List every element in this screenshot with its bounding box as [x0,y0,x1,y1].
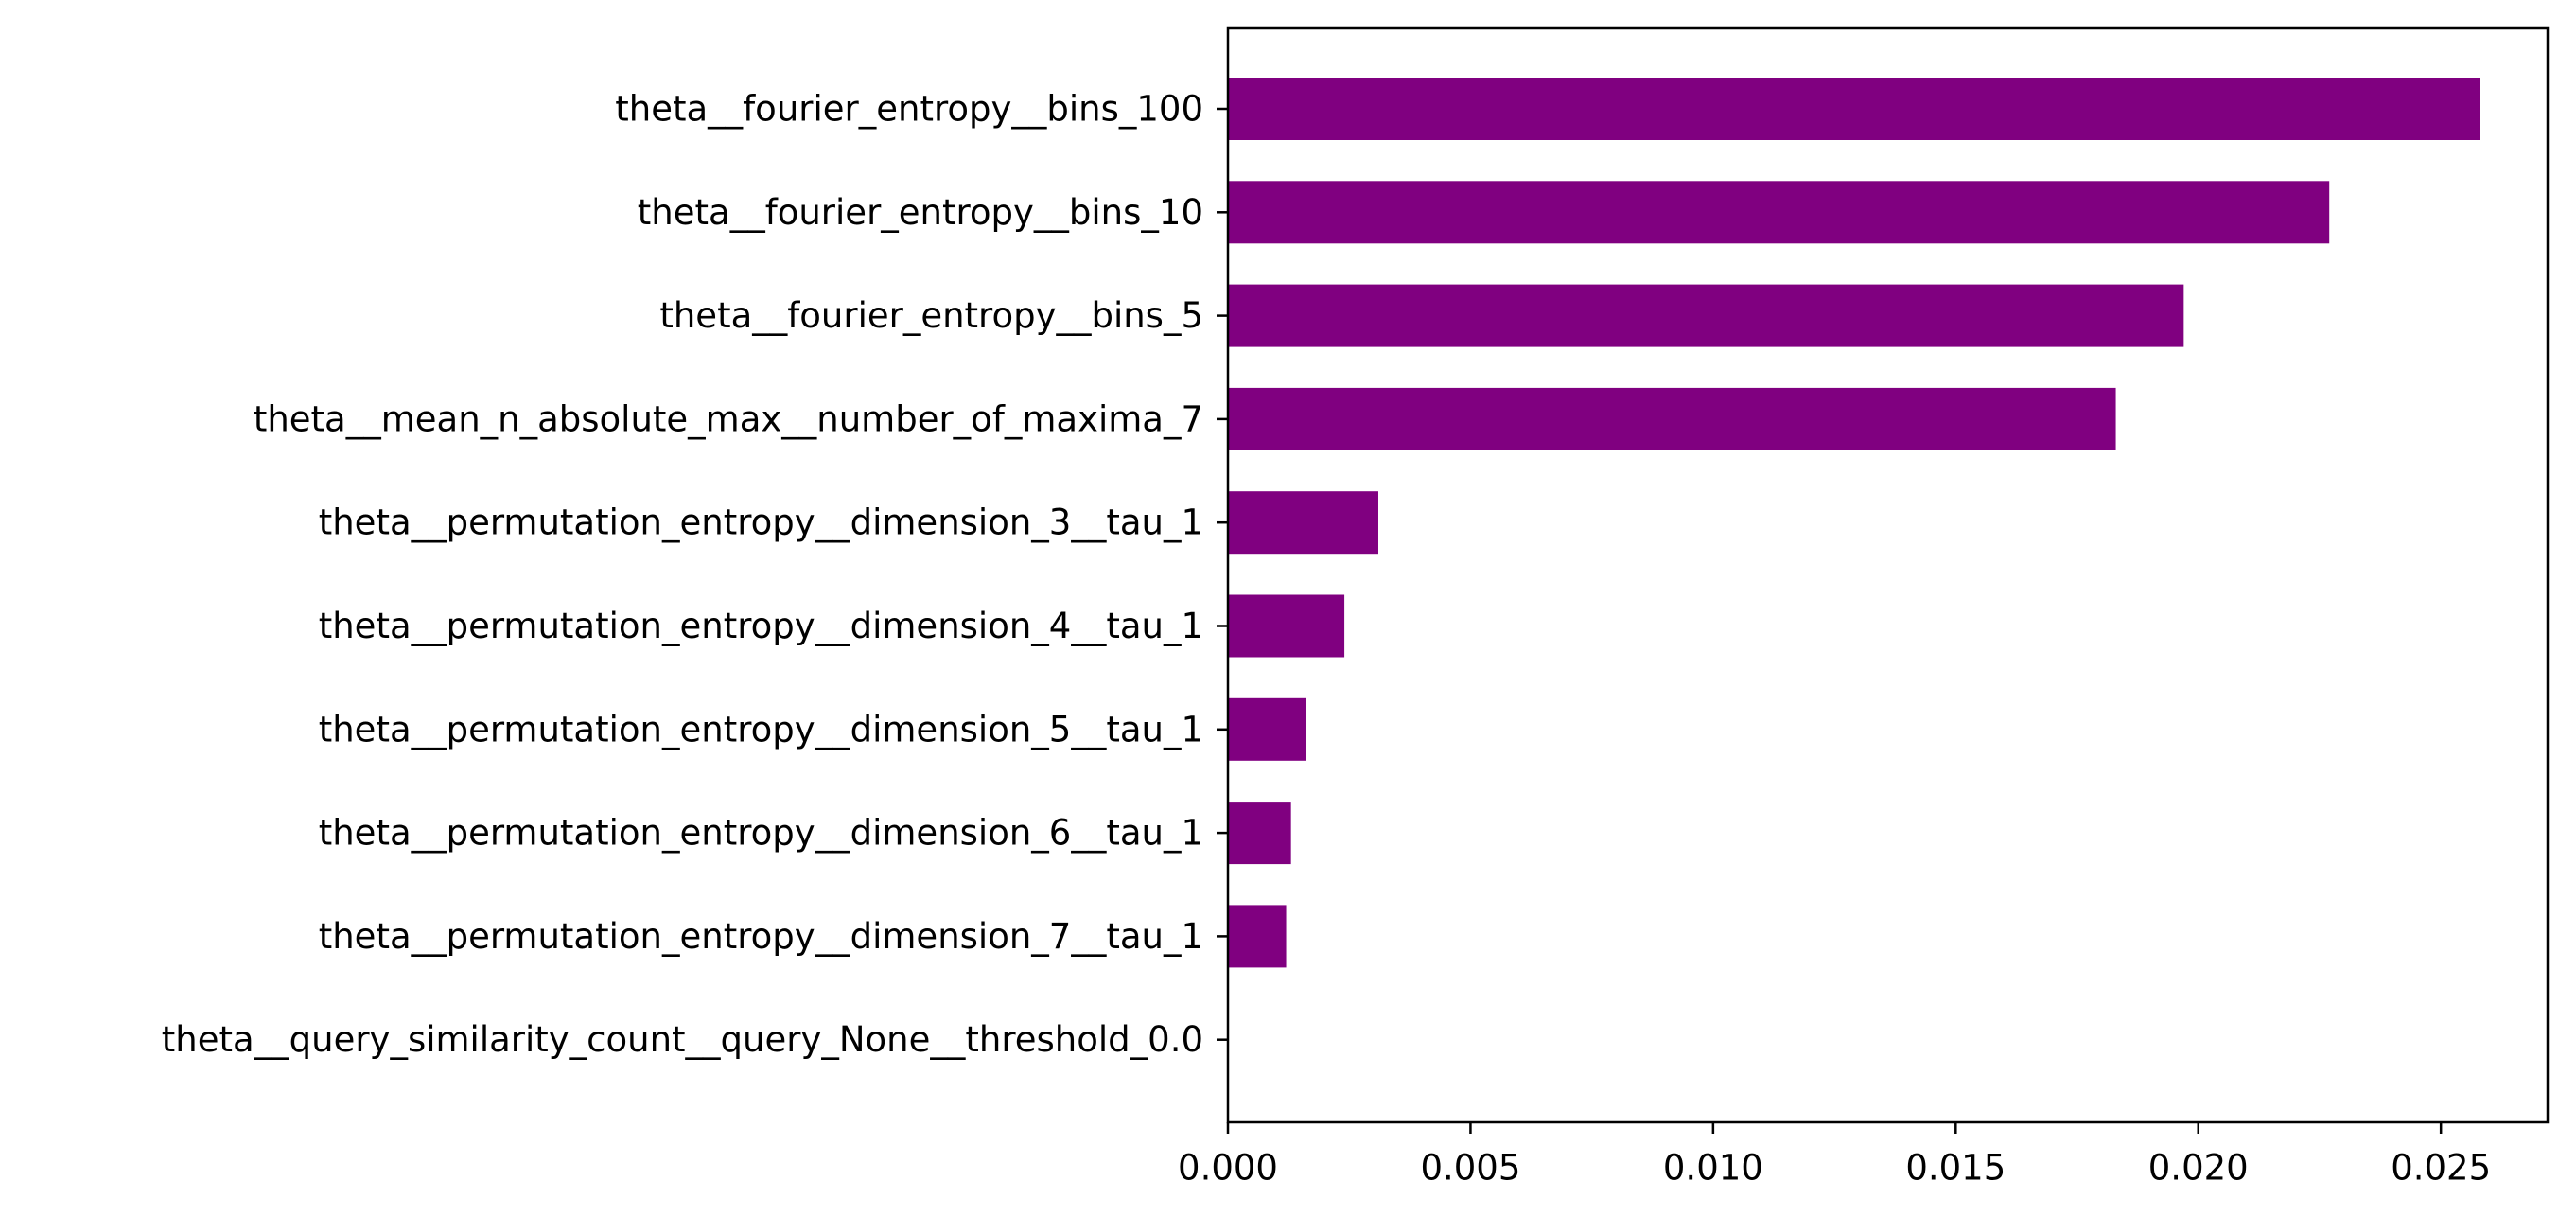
y-tick-label: theta__permutation_entropy__dimension_5_… [319,709,1203,750]
bar-2 [1228,284,2184,347]
bar-1 [1228,181,2330,244]
bar-4 [1228,491,1378,555]
bar-5 [1228,594,1345,658]
y-tick-label: theta__query_similarity_count__query_Non… [162,1019,1203,1060]
bar-0 [1228,78,2480,140]
bar-6 [1228,697,1306,761]
x-tick-label: 0.015 [1905,1148,2006,1189]
y-tick-label: theta__fourier_entropy__bins_100 [615,89,1203,130]
y-tick-label: theta__permutation_entropy__dimension_4_… [319,606,1203,646]
bar-8 [1228,905,1287,968]
x-axis-ticks: 0.000 0.005 0.010 0.015 0.020 0.025 [1178,1122,2491,1189]
y-tick-label: theta__permutation_entropy__dimension_6_… [319,813,1203,854]
y-tick-label: theta__fourier_entropy__bins_5 [659,295,1203,336]
y-tick-label: theta__permutation_entropy__dimension_7_… [319,916,1203,957]
bars [1228,78,2480,968]
x-tick-label: 0.010 [1663,1148,1763,1189]
x-tick-label: 0.000 [1178,1148,1278,1189]
bar-3 [1228,387,2116,450]
y-tick-label: theta__permutation_entropy__dimension_3_… [319,503,1203,543]
bar-7 [1228,802,1291,865]
x-tick-label: 0.005 [1420,1148,1520,1189]
plot-frame [1226,26,2550,1124]
x-tick-label: 0.025 [2391,1148,2491,1189]
y-tick-label: theta__fourier_entropy__bins_10 [638,192,1203,233]
y-tick-label: theta__mean_n_absolute_max__number_of_ma… [254,398,1203,439]
x-tick-label: 0.020 [2148,1148,2249,1189]
y-axis-ticks: theta__fourier_entropy__bins_100 theta__f… [162,89,1228,1060]
